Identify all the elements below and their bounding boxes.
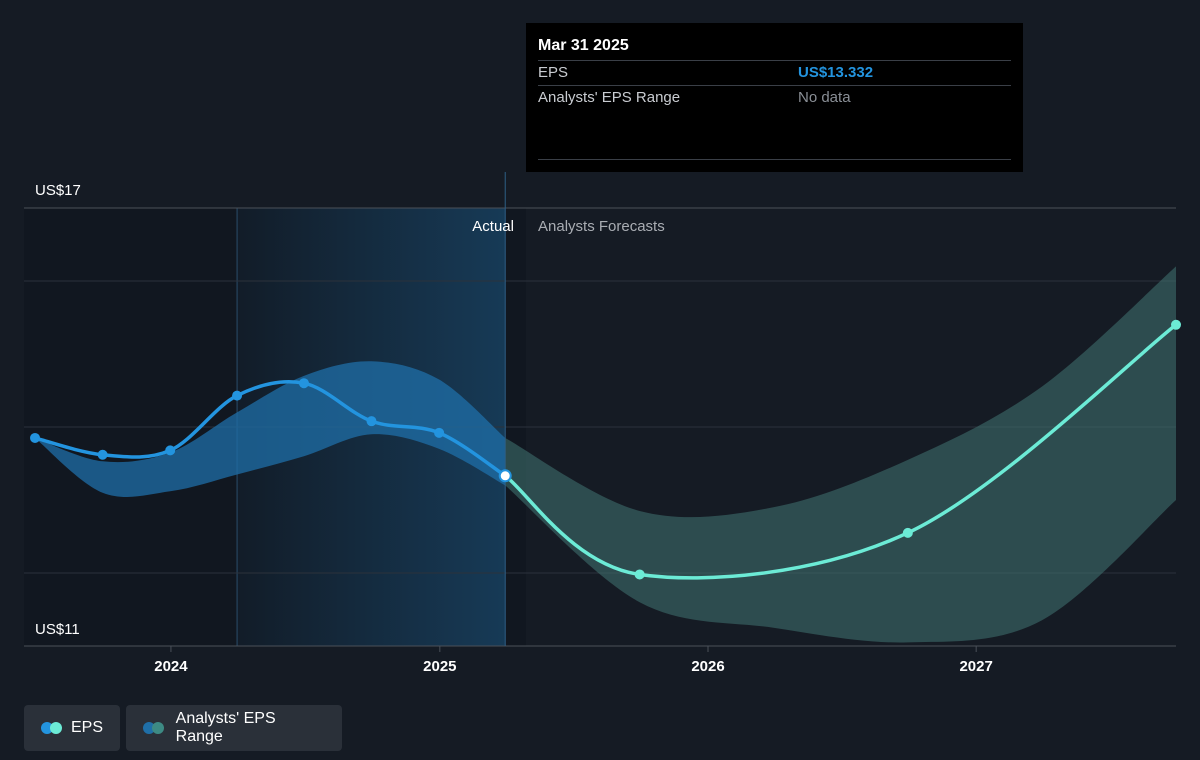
y-tick-label-bottom: US$11 (35, 621, 80, 638)
eps-legend-icon (41, 722, 62, 734)
eps-actual-point[interactable] (232, 390, 243, 401)
x-tick-label: 2027 (959, 658, 992, 675)
eps-chart: US$17 US$11 Actual Analysts Forecasts 20… (24, 172, 1181, 675)
eps-forecast-point[interactable] (902, 527, 913, 538)
x-tick-label: 2024 (154, 658, 188, 675)
eps-actual-point[interactable] (298, 378, 309, 389)
tooltip-range-label: Analysts' EPS Range (538, 89, 681, 106)
legend-item-eps-range[interactable]: Analysts' EPS Range (126, 705, 342, 751)
tooltip-divider (538, 60, 1011, 61)
tooltip-range-value: No data (798, 89, 851, 106)
y-tick-label-top: US$17 (35, 182, 81, 199)
actual-section-label: Actual (472, 218, 514, 235)
eps-actual-point[interactable] (30, 432, 41, 443)
eps-actual-point[interactable] (97, 449, 108, 460)
tooltip-eps-value: US$13.332 (798, 64, 874, 81)
eps-actual-point[interactable] (366, 416, 377, 427)
eps-selected-point[interactable] (498, 469, 512, 483)
tooltip-date: Mar 31 2025 (538, 37, 629, 54)
legend-item-eps[interactable]: EPS (24, 705, 120, 751)
eps-range-band-forecast (505, 266, 1176, 643)
eps-forecast-point[interactable] (634, 569, 645, 580)
eps-range-legend-icon (143, 722, 167, 734)
tooltip-divider (538, 85, 1011, 86)
eps-forecast-point[interactable] (1171, 319, 1181, 330)
eps-actual-point[interactable] (165, 445, 176, 456)
eps-forecast-line (504, 323, 1178, 580)
legend-label-eps: EPS (70, 719, 103, 736)
legend-label-eps-range: Analysts' EPS Range (175, 710, 276, 745)
eps-actual-line (34, 380, 507, 478)
forecast-section-label: Analysts Forecasts (538, 218, 665, 235)
x-tick-label: 2026 (691, 658, 724, 675)
eps-actual-point[interactable] (434, 427, 445, 438)
eps-range-band-actual (35, 361, 506, 497)
tooltip: Mar 31 2025 EPS US$13.332 Analysts' EPS … (526, 23, 1023, 172)
x-tick-label: 2025 (423, 658, 456, 675)
tooltip-divider (538, 159, 1011, 160)
tooltip-eps-label: EPS (538, 64, 569, 81)
